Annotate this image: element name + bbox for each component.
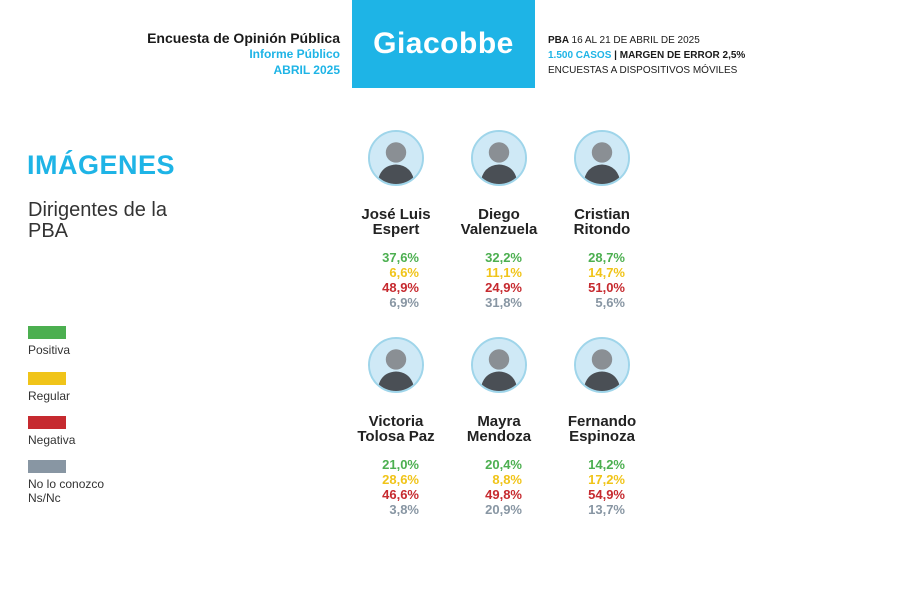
legend-label: No lo conozco Ns/Nc bbox=[28, 477, 105, 505]
value-reg: 17,2% bbox=[588, 472, 625, 487]
legend-label: Regular bbox=[28, 389, 71, 403]
value-reg: 8,8% bbox=[492, 472, 522, 487]
person-values: 28,7% 14,7% 51,0% 5,6% bbox=[542, 250, 662, 310]
value-reg: 11,1% bbox=[485, 265, 522, 280]
person-values: 37,6% 6,6% 48,9% 6,9% bbox=[336, 250, 456, 310]
person-values: 32,2% 11,1% 24,9% 31,8% bbox=[439, 250, 559, 310]
value-pos: 14,2% bbox=[588, 457, 625, 472]
legend-item-regular: Regular bbox=[28, 372, 70, 403]
report-date: ABRIL 2025 bbox=[273, 63, 340, 77]
legend-item-no-conoce: No lo conozco Ns/Nc bbox=[28, 460, 128, 505]
value-neg: 51,0% bbox=[588, 280, 625, 295]
value-unk: 31,8% bbox=[485, 295, 522, 310]
person-photo bbox=[368, 337, 424, 393]
value-unk: 6,9% bbox=[389, 295, 419, 310]
legend-item-positiva: Positiva bbox=[28, 326, 70, 357]
section-subtitle: Dirigentes de la PBA bbox=[28, 199, 167, 242]
person-name: Fernando Espinoza bbox=[567, 413, 637, 445]
margin-of-error: | MARGEN DE ERROR 2,5% bbox=[614, 50, 746, 61]
section-title: IMÁGENES bbox=[27, 150, 176, 180]
value-neg: 54,9% bbox=[588, 487, 625, 502]
survey-sample: 1.500 CASOS | MARGEN DE ERROR 2,5% bbox=[548, 48, 745, 63]
report-type: Informe Público bbox=[249, 47, 340, 61]
value-reg: 6,6% bbox=[389, 265, 419, 280]
value-pos: 37,6% bbox=[382, 250, 419, 265]
legend-swatch bbox=[28, 416, 66, 429]
value-pos: 20,4% bbox=[485, 457, 522, 472]
value-pos: 32,2% bbox=[485, 250, 522, 265]
survey-region-dates: PBA 16 AL 21 DE ABRIL DE 2025 bbox=[548, 33, 745, 48]
survey-details: PBA 16 AL 21 DE ABRIL DE 2025 1.500 CASO… bbox=[548, 33, 745, 78]
person-name: Diego Valenzuela bbox=[460, 206, 538, 238]
survey-title: Encuesta de Opinión Pública bbox=[147, 30, 340, 46]
legend-label: Negativa bbox=[28, 433, 76, 447]
person-values: 21,0% 28,6% 46,6% 3,8% bbox=[336, 457, 456, 517]
value-neg: 46,6% bbox=[382, 487, 419, 502]
person-photo bbox=[368, 130, 424, 186]
brand-logo: Giacobbe bbox=[373, 27, 514, 60]
sample-size: 1.500 CASOS bbox=[548, 50, 612, 61]
survey-header: Encuesta de Opinión Pública Informe Públ… bbox=[147, 30, 340, 78]
person-name: José Luis Espert bbox=[361, 206, 431, 238]
value-reg: 14,7% bbox=[588, 265, 625, 280]
value-pos: 28,7% bbox=[588, 250, 625, 265]
value-pos: 21,0% bbox=[382, 457, 419, 472]
legend-swatch bbox=[28, 326, 66, 339]
legend-item-negativa: Negativa bbox=[28, 416, 75, 447]
value-unk: 13,7% bbox=[588, 502, 625, 517]
person-name: Victoria Tolosa Paz bbox=[357, 413, 435, 445]
value-unk: 20,9% bbox=[485, 502, 522, 517]
person-values: 14,2% 17,2% 54,9% 13,7% bbox=[542, 457, 662, 517]
person-values: 20,4% 8,8% 49,8% 20,9% bbox=[439, 457, 559, 517]
value-unk: 3,8% bbox=[389, 502, 419, 517]
value-reg: 28,6% bbox=[382, 472, 419, 487]
person-name: Mayra Mendoza bbox=[466, 413, 532, 445]
brand-box: Giacobbe bbox=[352, 0, 535, 88]
value-neg: 48,9% bbox=[382, 280, 419, 295]
legend-swatch bbox=[28, 460, 66, 473]
survey-region: PBA bbox=[548, 35, 569, 46]
value-neg: 24,9% bbox=[485, 280, 522, 295]
legend-label: Positiva bbox=[28, 343, 71, 357]
person-photo bbox=[471, 130, 527, 186]
person-photo bbox=[574, 337, 630, 393]
legend-swatch bbox=[28, 372, 66, 385]
person-photo bbox=[574, 130, 630, 186]
person-name: Cristian Ritondo bbox=[573, 206, 631, 238]
survey-method: ENCUESTAS A DISPOSITIVOS MÓVILES bbox=[548, 65, 738, 76]
value-unk: 5,6% bbox=[595, 295, 625, 310]
survey-dates: 16 AL 21 DE ABRIL DE 2025 bbox=[571, 35, 700, 46]
value-neg: 49,8% bbox=[485, 487, 522, 502]
person-photo bbox=[471, 337, 527, 393]
